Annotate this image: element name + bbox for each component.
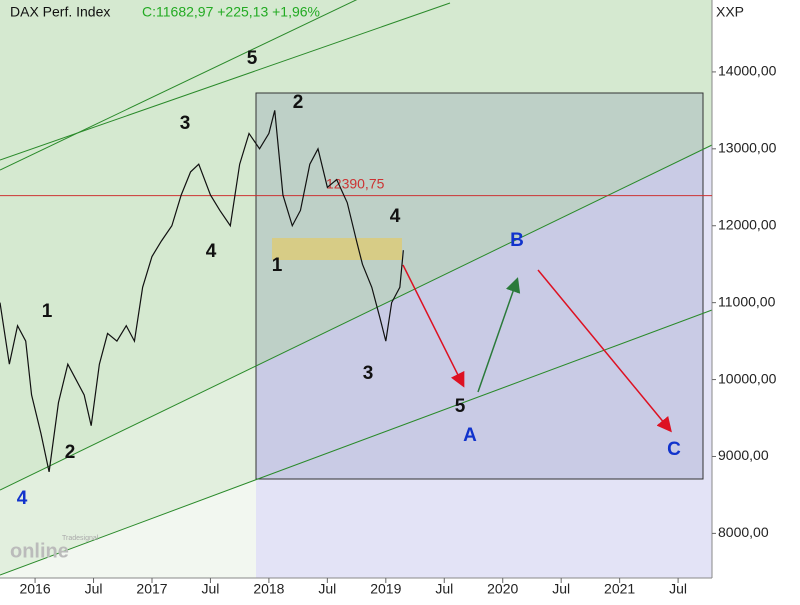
wave-label: 5: [455, 396, 466, 417]
arrow: [477, 277, 521, 393]
y-tick-label: 12000,00: [718, 216, 777, 232]
channel-line: [0, 309, 713, 576]
price-line: [0, 110, 404, 472]
x-tick-label: 2021: [604, 581, 635, 597]
quote: C:11682,97 +225,13 +1,96%: [142, 4, 320, 20]
wave-label: 2: [293, 92, 304, 113]
wave-label: 4: [206, 241, 217, 262]
x-tick-label: 2017: [136, 581, 167, 597]
x-tick-label: Jul: [201, 581, 219, 597]
channel-line: [0, 0, 358, 171]
y-tick-label: 8000,00: [718, 524, 769, 540]
wave-label: 2: [65, 442, 76, 463]
chart-title: DAX Perf. Index: [10, 4, 110, 20]
y-tick-label: 14000,00: [718, 63, 777, 79]
wave-label: 3: [180, 113, 191, 134]
projection-box: [255, 92, 704, 480]
wave-label: 4: [17, 488, 28, 509]
x-tick-label: Jul: [85, 581, 103, 597]
wave-label: 5: [247, 48, 258, 69]
arrow: [537, 269, 672, 433]
x-tick-label: 2020: [487, 581, 518, 597]
y-axis-label: XXP: [716, 4, 744, 20]
x-tick-label: 2019: [370, 581, 401, 597]
y-tick-label: 10000,00: [718, 370, 777, 386]
projection-zone: [256, 145, 712, 578]
wave-label: 1: [272, 255, 283, 276]
x-tick-label: 2018: [253, 581, 284, 597]
x-tick-label: Jul: [669, 581, 687, 597]
x-tick-label: Jul: [435, 581, 453, 597]
watermark: online: [10, 540, 69, 562]
y-tick-label: 11000,00: [718, 293, 776, 309]
channel-line: [0, 144, 713, 491]
x-tick-label: 2016: [19, 581, 50, 597]
wave-label: 3: [363, 363, 374, 384]
y-tick-label: 9000,00: [718, 447, 769, 463]
watermark: Tradesignal: [62, 535, 99, 542]
target-zone: [272, 238, 402, 260]
wave-label: 4: [390, 206, 401, 227]
wave-label: B: [510, 230, 524, 251]
arrow: [402, 264, 465, 388]
x-tick-label: Jul: [552, 581, 570, 597]
wave-label: A: [463, 425, 477, 446]
y-tick-label: 13000,00: [718, 140, 777, 156]
horizontal-line-label: 12390,75: [326, 175, 385, 191]
wave-label: 1: [42, 301, 53, 322]
wave-label: C: [667, 439, 681, 460]
x-tick-label: Jul: [318, 581, 336, 597]
